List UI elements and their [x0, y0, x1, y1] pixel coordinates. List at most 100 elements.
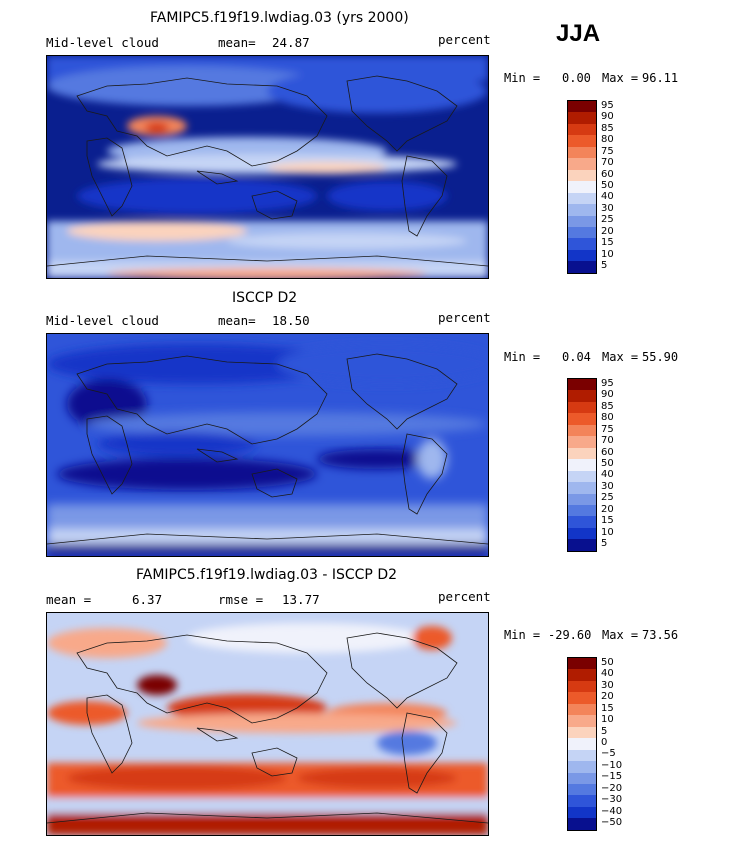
colorbar-swatch [568, 146, 596, 159]
panel3-mean-value: 6.37 [132, 592, 163, 607]
panel2-variable-label: Mid-level cloud [46, 313, 159, 328]
colorbar-tick-label: 70 [601, 157, 614, 169]
colorbar-swatch [568, 715, 596, 727]
panel2-map [46, 333, 489, 557]
colorbar-tick-label: −30 [601, 794, 623, 806]
panel1-colorbar [567, 100, 597, 274]
colorbar-swatch [568, 123, 596, 136]
panel2-mean-value: 18.50 [272, 313, 310, 328]
colorbar-swatch [568, 539, 596, 551]
panel2-min-label: Min = [504, 350, 541, 364]
colorbar-swatch [568, 238, 596, 250]
panel2-colorbar [567, 378, 597, 552]
colorbar-tick-label: 95 [601, 99, 614, 111]
colorbar-tick-label: −50 [601, 817, 623, 829]
colorbar-swatch [568, 818, 596, 830]
colorbar-swatch [568, 169, 596, 182]
colorbar-swatch [568, 738, 596, 750]
colorbar-swatch [568, 482, 596, 494]
colorbar-tick-label: −15 [601, 771, 623, 783]
panel3-min-value: -29.60 [548, 628, 592, 642]
colorbar-tick-label: 90 [601, 389, 614, 401]
coastlines [47, 353, 488, 545]
panel3-colorbar [567, 657, 597, 831]
panel2-max-label: Max = [602, 350, 639, 364]
colorbar-swatch [568, 413, 596, 425]
colorbar-swatch [568, 470, 596, 483]
colorbar-tick-label: 15 [601, 702, 614, 714]
panel3-min-label: Min = [504, 628, 541, 642]
colorbar-tick-label: 10 [601, 714, 614, 726]
colorbar-tick-label: 70 [601, 435, 614, 447]
panel1-min-label: Min = [504, 71, 541, 85]
colorbar-swatch [568, 749, 596, 762]
colorbar-tick-label: 10 [601, 248, 614, 260]
colorbar-tick-label: 50 [601, 180, 614, 191]
panel2-units: percent [438, 310, 491, 325]
colorbar-tick-label: −5 [601, 748, 616, 760]
colorbar-tick-label: 50 [601, 656, 614, 668]
panel2-mean-label: mean= [218, 313, 256, 328]
colorbar-swatch [568, 516, 596, 528]
colorbar-swatch [568, 527, 596, 540]
panel1-map [46, 55, 489, 279]
panel1-units: percent [438, 32, 491, 47]
colorbar-swatch [568, 669, 596, 681]
colorbar-tick-label: 30 [601, 679, 614, 691]
colorbar-tick-label: 60 [601, 446, 614, 458]
colorbar-tick-label: 25 [601, 214, 614, 226]
colorbar-swatch [568, 436, 596, 448]
panel2-max-value: 55.90 [642, 350, 679, 364]
colorbar-swatch [568, 204, 596, 216]
colorbar-tick-label: 50 [601, 458, 614, 469]
colorbar-tick-label: 40 [601, 469, 614, 481]
colorbar-tick-label: 85 [601, 122, 614, 134]
colorbar-swatch [568, 806, 596, 819]
colorbar-tick-label: 60 [601, 168, 614, 180]
colorbar-tick-label: 75 [601, 423, 614, 435]
coastlines [47, 632, 488, 824]
colorbar-tick-label: 80 [601, 412, 614, 424]
panel3-max-value: 73.56 [642, 628, 679, 642]
colorbar-swatch [568, 680, 596, 693]
colorbar-tick-label: 95 [601, 377, 614, 389]
colorbar-swatch [568, 692, 596, 704]
season-label: JJA [556, 20, 601, 47]
colorbar-swatch [568, 424, 596, 437]
colorbar-tick-label: 25 [601, 492, 614, 504]
colorbar-tick-label: −20 [601, 782, 623, 794]
colorbar-swatch [568, 215, 596, 227]
colorbar-tick-label: 30 [601, 480, 614, 492]
colorbar-swatch [568, 658, 596, 670]
colorbar-tick-label: 15 [601, 515, 614, 527]
colorbar-swatch [568, 493, 596, 505]
panel1-max-value: 96.11 [642, 71, 679, 85]
colorbar-tick-label: 10 [601, 526, 614, 538]
colorbar-tick-label: 40 [601, 191, 614, 203]
colorbar-tick-label: −40 [601, 805, 623, 817]
panel1-mean-label: mean= [218, 35, 256, 50]
panel3-rmse-value: 13.77 [282, 592, 320, 607]
colorbar-tick-label: 75 [601, 145, 614, 157]
panel2-min-value: 0.04 [562, 350, 591, 364]
colorbar-tick-label: 5 [601, 260, 608, 272]
colorbar-swatch [568, 761, 596, 773]
colorbar-swatch [568, 703, 596, 716]
colorbar-swatch [568, 101, 596, 113]
panel1-mean-value: 24.87 [272, 35, 310, 50]
colorbar-tick-label: 90 [601, 111, 614, 123]
colorbar-swatch [568, 726, 596, 739]
panel3-mean-label: mean = [46, 592, 92, 607]
colorbar-swatch [568, 390, 596, 402]
colorbar-swatch [568, 504, 596, 517]
colorbar-tick-label: 15 [601, 237, 614, 249]
colorbar-tick-label: 0 [601, 737, 608, 748]
panel1-variable-label: Mid-level cloud [46, 35, 159, 50]
panel1-max-label: Max = [602, 71, 639, 85]
panel3-max-label: Max = [602, 628, 639, 642]
colorbar-swatch [568, 401, 596, 414]
colorbar-tick-label: 5 [601, 538, 608, 550]
colorbar-swatch [568, 135, 596, 147]
colorbar-tick-label: 40 [601, 668, 614, 680]
colorbar-tick-label: 5 [601, 725, 608, 737]
